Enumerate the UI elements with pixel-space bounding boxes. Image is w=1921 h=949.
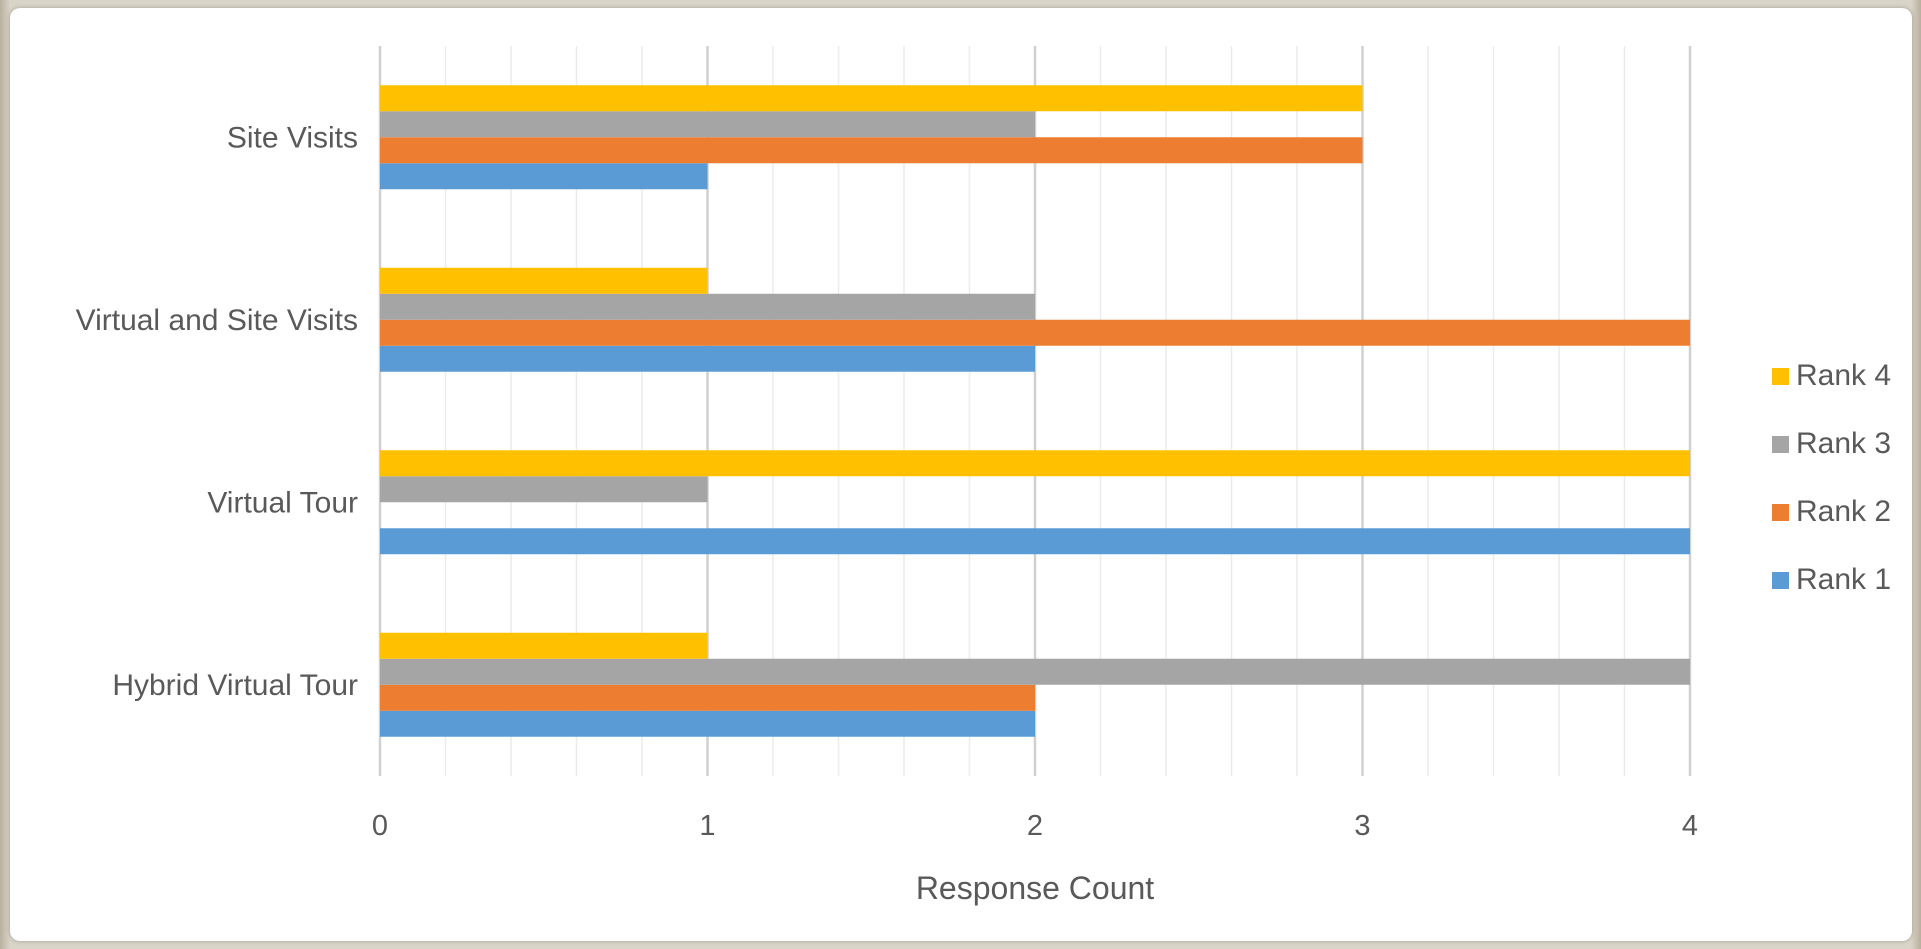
bar-rank-3 bbox=[380, 293, 1035, 320]
bar-rank-4 bbox=[380, 267, 708, 294]
category-label: Virtual and Site Visits bbox=[76, 304, 358, 337]
bar-rank-2 bbox=[380, 684, 1035, 711]
legend-swatch bbox=[1772, 572, 1789, 589]
x-tick-label: 4 bbox=[1682, 810, 1698, 842]
category-label: Site Visits bbox=[227, 121, 358, 154]
x-axis-ticks: 0 1 2 3 4 bbox=[372, 810, 1698, 842]
bar-chart: 0 1 2 3 4 Hybrid Virtual Tour Virtual Tour Vir… bbox=[76, 46, 1891, 906]
legend-swatch bbox=[1772, 436, 1789, 453]
bar-rank-1 bbox=[380, 710, 1035, 737]
bar-rank-1 bbox=[380, 163, 708, 190]
legend: Rank 4 Rank 3 Rank 2 Rank 1 bbox=[1772, 359, 1891, 596]
legend-label: Rank 1 bbox=[1796, 563, 1891, 596]
bar-rank-1 bbox=[380, 345, 1035, 372]
y-axis-labels: Hybrid Virtual Tour Virtual Tour Virtual a… bbox=[76, 121, 358, 702]
legend-swatch bbox=[1772, 368, 1789, 385]
bar-rank-3 bbox=[380, 476, 708, 503]
legend-label: Rank 3 bbox=[1796, 427, 1891, 460]
bar-rank-4 bbox=[380, 450, 1690, 477]
bar-rank-1 bbox=[380, 528, 1690, 555]
x-tick-label: 2 bbox=[1027, 810, 1043, 842]
legend-label: Rank 2 bbox=[1796, 495, 1891, 528]
bar-rank-4 bbox=[380, 85, 1363, 112]
chart-area: 0 1 2 3 4 Hybrid Virtual Tour Virtual Tour Vir… bbox=[10, 8, 1912, 941]
bar-rank-4 bbox=[380, 632, 708, 659]
bar-rank-3 bbox=[380, 658, 1690, 685]
x-axis-title: Response Count bbox=[916, 870, 1154, 906]
bar-rank-2 bbox=[380, 137, 1363, 164]
legend-label: Rank 4 bbox=[1796, 359, 1891, 392]
bar-rank-3 bbox=[380, 111, 1035, 138]
x-tick-label: 0 bbox=[372, 810, 388, 842]
x-tick-label: 1 bbox=[699, 810, 715, 842]
bar-rank-2 bbox=[380, 319, 1690, 346]
bars bbox=[380, 85, 1690, 737]
legend-swatch bbox=[1772, 504, 1789, 521]
category-label: Hybrid Virtual Tour bbox=[112, 669, 358, 702]
category-label: Virtual Tour bbox=[207, 486, 358, 519]
x-tick-label: 3 bbox=[1354, 810, 1370, 842]
